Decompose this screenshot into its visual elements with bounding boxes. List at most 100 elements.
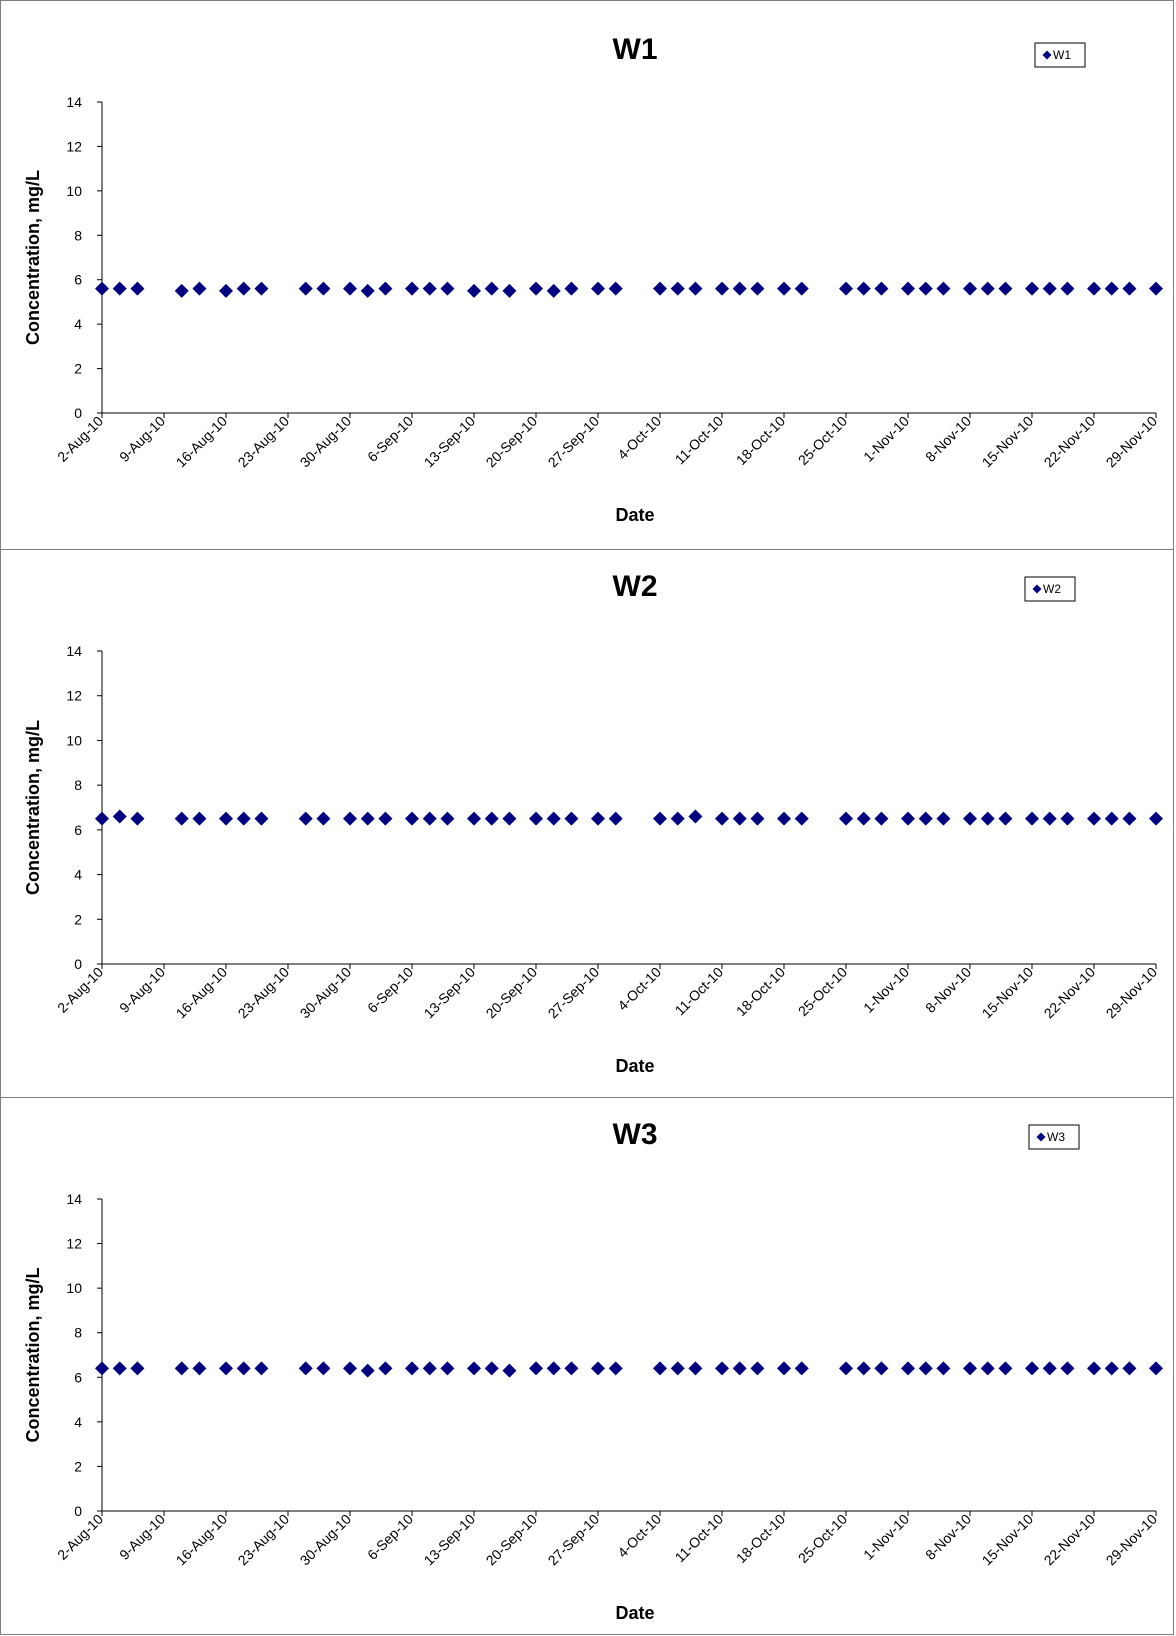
- data-point: [378, 1361, 393, 1376]
- data-point: [112, 1361, 127, 1376]
- y-tick-label: 6: [74, 272, 82, 288]
- data-point: [918, 1361, 933, 1376]
- data-point: [1149, 281, 1163, 296]
- x-tick-label: 20-Sep-10: [483, 964, 541, 1022]
- legend-marker: [1042, 50, 1052, 60]
- data-point: [732, 811, 747, 826]
- data-point: [378, 811, 393, 826]
- y-tick-label: 4: [74, 867, 82, 883]
- y-tick-label: 0: [74, 405, 82, 421]
- x-tick-label: 8-Nov-10: [922, 413, 974, 465]
- data-point: [529, 811, 543, 826]
- data-point: [360, 1363, 375, 1378]
- data-point: [192, 1361, 207, 1376]
- legend-marker: [1036, 1132, 1046, 1142]
- legend-box: [1028, 1124, 1080, 1150]
- data-point: [963, 811, 977, 826]
- data-point: [1042, 281, 1057, 296]
- data-point: [1042, 1361, 1057, 1376]
- data-point: [360, 283, 375, 298]
- x-tick-label: 16-Aug-10: [173, 964, 231, 1022]
- x-tick-label: 27-Sep-10: [545, 964, 603, 1022]
- x-tick-label: 13-Sep-10: [421, 964, 479, 1022]
- x-tick-label: 30-Aug-10: [297, 413, 355, 471]
- x-tick-label: 25-Oct-10: [795, 1511, 850, 1566]
- x-tick-label: 6-Sep-10: [364, 413, 416, 465]
- data-point: [901, 811, 915, 826]
- data-point: [1042, 811, 1057, 826]
- data-point: [1104, 811, 1119, 826]
- data-point: [794, 281, 809, 296]
- data-point: [980, 811, 995, 826]
- y-tick-label: 12: [66, 138, 82, 154]
- x-tick-label: 9-Aug-10: [116, 964, 168, 1016]
- data-point: [1122, 811, 1137, 826]
- x-tick-label: 25-Oct-10: [795, 413, 850, 468]
- data-point: [236, 811, 251, 826]
- x-tick-label: 15-Nov-10: [979, 413, 1037, 471]
- data-point: [130, 1361, 145, 1376]
- data-point: [546, 1361, 561, 1376]
- y-tick-label: 4: [74, 1414, 82, 1430]
- data-point: [715, 1361, 729, 1376]
- data-point: [750, 811, 765, 826]
- data-point: [874, 281, 889, 296]
- data-point: [777, 281, 791, 296]
- data-point: [192, 281, 207, 296]
- data-point: [484, 281, 499, 296]
- x-tick-label: 9-Aug-10: [116, 413, 168, 465]
- x-tick-label: 27-Sep-10: [545, 1511, 603, 1569]
- data-point: [1025, 1361, 1039, 1376]
- data-point: [653, 1361, 667, 1376]
- data-point: [236, 281, 251, 296]
- x-tick-label: 4-Oct-10: [614, 413, 664, 463]
- y-tick-label: 14: [66, 643, 82, 659]
- data-point: [839, 281, 853, 296]
- x-tick-label: 6-Sep-10: [364, 1511, 416, 1563]
- data-point: [316, 281, 331, 296]
- y-tick-label: 12: [66, 688, 82, 704]
- data-point: [936, 811, 951, 826]
- y-tick-label: 6: [74, 822, 82, 838]
- data-point: [874, 811, 889, 826]
- data-point: [1060, 281, 1075, 296]
- data-point: [608, 811, 623, 826]
- data-point: [112, 281, 127, 296]
- data-point: [343, 281, 357, 296]
- x-tick-label: 23-Aug-10: [235, 964, 293, 1022]
- x-tick-label: 4-Oct-10: [614, 964, 664, 1014]
- x-tick-label: 29-Nov-10: [1103, 1511, 1161, 1569]
- y-tick-label: 12: [66, 1236, 82, 1252]
- y-axis-title: Concentration, mg/L: [23, 720, 43, 895]
- data-point: [777, 811, 791, 826]
- data-point: [670, 811, 685, 826]
- x-tick-label: 13-Sep-10: [421, 1511, 479, 1569]
- y-tick-label: 8: [74, 1325, 82, 1341]
- data-point: [440, 281, 455, 296]
- data-point: [670, 281, 685, 296]
- data-point: [467, 283, 481, 298]
- data-point: [254, 1361, 269, 1376]
- data-point: [688, 281, 703, 296]
- x-tick-label: 18-Oct-10: [733, 413, 788, 468]
- data-point: [236, 1361, 251, 1376]
- data-point: [502, 283, 517, 298]
- data-point: [936, 281, 951, 296]
- data-point: [467, 811, 481, 826]
- data-point: [112, 809, 127, 824]
- data-point: [343, 1361, 357, 1376]
- x-axis-title: Date: [615, 505, 654, 525]
- data-point: [856, 1361, 871, 1376]
- data-point: [794, 811, 809, 826]
- legend-label: W2: [1043, 582, 1061, 596]
- y-tick-label: 10: [66, 1280, 82, 1296]
- data-point: [529, 281, 543, 296]
- x-tick-label: 1-Nov-10: [860, 964, 912, 1016]
- data-point: [546, 811, 561, 826]
- data-point: [794, 1361, 809, 1376]
- data-point: [298, 1361, 313, 1376]
- chart-title: W3: [613, 1118, 658, 1151]
- data-point: [591, 1361, 605, 1376]
